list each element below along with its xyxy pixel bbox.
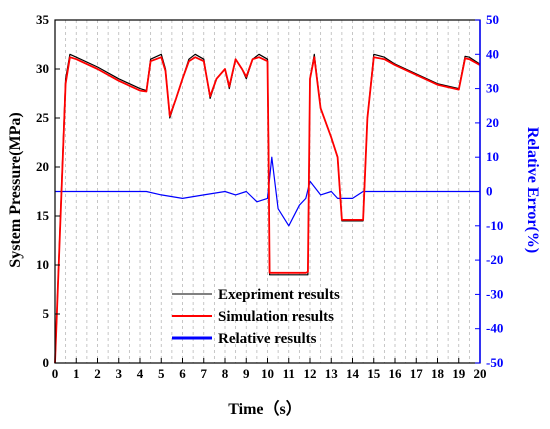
y-right-tick-label: -40 [486,321,503,336]
legend-label-experiment: Exepriment results [218,287,340,303]
y-right-tick-label: -20 [486,252,503,267]
legend: Exepriment results Simulation results Re… [172,287,340,347]
y-right-tick-label: -10 [486,218,503,233]
y-left-tick-label: 25 [36,110,50,125]
y-right-tick-label: 40 [486,46,499,61]
x-tick-label: 1 [73,366,80,381]
x-tick-label: 10 [261,366,274,381]
x-tick-label: 13 [325,366,339,381]
x-tick-label: 0 [52,366,59,381]
y-left-tick-label: 0 [43,355,50,370]
y-left-tick-label: 20 [36,159,49,174]
x-tick-label: 16 [389,366,403,381]
y-right-axis-title: Relative Error(%) [524,127,541,253]
x-tick-label: 18 [431,366,445,381]
legend-label-relative: Relative results [218,331,317,347]
x-tick-label: 8 [222,366,229,381]
y-right-tick-label: 20 [486,115,499,130]
x-tick-label: 6 [179,366,186,381]
y-left-axis-title: System Pressure(MPa) [7,112,24,267]
x-tick-label: 20 [474,366,487,381]
legend-label-simulation: Simulation results [218,309,334,325]
y-left-axis: 0 5 10 15 20 25 30 35 [36,12,60,370]
series-simulation-line [54,56,481,364]
x-tick-label: 17 [410,366,424,381]
y-left-tick-label: 15 [36,208,50,223]
x-tick-label: 3 [116,366,123,381]
y-left-tick-label: 30 [36,61,49,76]
x-tick-label: 12 [304,366,317,381]
y-right-tick-label: 0 [486,184,493,199]
y-right-tick-label: -30 [486,286,503,301]
y-right-tick-label: 10 [486,149,499,164]
y-left-tick-label: 35 [36,12,50,27]
y-left-tick-label: 10 [36,257,49,272]
x-tick-label: 11 [283,366,295,381]
x-tick-label: 14 [346,366,360,381]
x-tick-label: 4 [137,366,144,381]
x-tick-label: 9 [243,366,250,381]
x-axis-title: Time（s） [228,400,302,418]
x-tick-label: 19 [452,366,466,381]
x-tick-label: 7 [201,366,208,381]
y-right-tick-label: -50 [486,355,503,370]
y-right-tick-label: 30 [486,81,499,96]
y-right-tick-label: 50 [486,12,499,27]
series-layer [54,53,481,364]
x-axis: 0 1 2 3 4 5 6 7 8 9 10 11 12 13 14 15 16 17 18 19 20 [52,358,487,381]
y-right-axis: -50 -40 -30 -20 -10 0 10 20 30 40 50 [475,12,503,370]
x-tick-label: 15 [367,366,381,381]
series-relative-line [55,156,480,227]
x-tick-label: 2 [94,366,101,381]
y-left-tick-label: 5 [43,306,50,321]
x-tick-label: 5 [158,366,165,381]
